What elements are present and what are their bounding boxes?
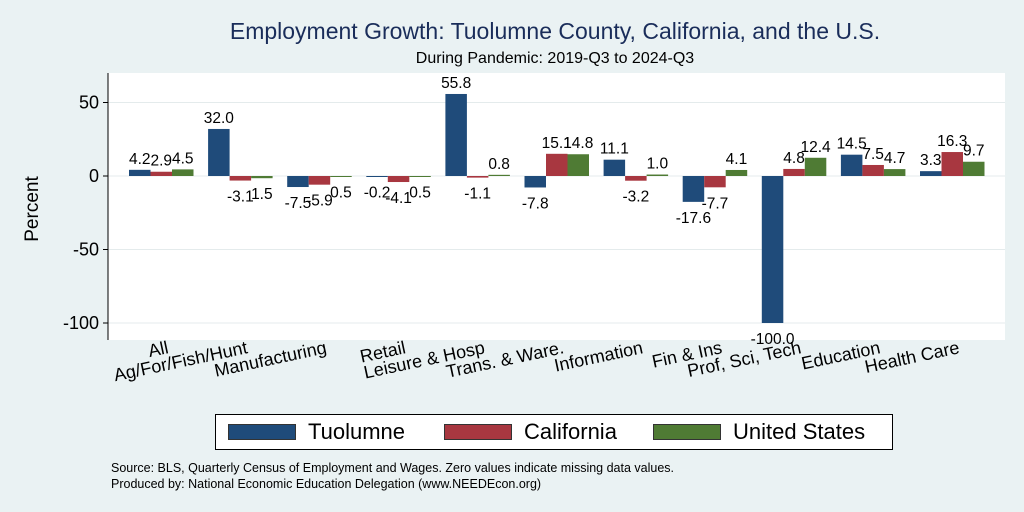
bar-tuolumne xyxy=(366,176,388,177)
y-tick-label: -50 xyxy=(73,240,99,260)
data-label-united-states: 0.5 xyxy=(409,185,431,202)
data-label-united-states: 12.4 xyxy=(800,139,831,156)
bar-california xyxy=(862,164,884,176)
y-tick-label: 0 xyxy=(89,166,99,186)
data-label-california: 7.5 xyxy=(862,146,884,163)
x-tick-label: Information xyxy=(552,337,644,375)
bar-united-states xyxy=(251,176,273,179)
source-text: Source: BLS, Quarterly Census of Employm… xyxy=(111,461,675,475)
legend-swatch-california xyxy=(444,424,512,440)
bar-california xyxy=(625,176,647,181)
data-label-tuolumne: 4.2 xyxy=(129,151,151,168)
data-label-tuolumne: -0.2 xyxy=(364,184,391,201)
data-label-united-states: 4.7 xyxy=(884,150,906,167)
data-label-united-states: 0.8 xyxy=(488,156,510,173)
bar-california xyxy=(387,176,410,183)
data-label-united-states: 4.5 xyxy=(172,150,194,167)
bar-united-states xyxy=(883,169,906,176)
bar-united-states xyxy=(409,176,431,177)
legend-item-california: California xyxy=(444,419,617,444)
y-tick-label: -100 xyxy=(63,313,99,333)
bar-united-states xyxy=(963,161,985,176)
bar-tuolumne xyxy=(682,176,705,202)
bar-california xyxy=(783,168,805,176)
data-label-california: 16.3 xyxy=(937,133,967,150)
bar-california xyxy=(308,176,331,185)
legend-item-tuolumne: Tuolumne xyxy=(228,419,406,444)
bar-california xyxy=(704,176,726,188)
bar-california xyxy=(941,152,963,176)
bar-tuolumne xyxy=(208,128,230,176)
bar-united-states xyxy=(488,174,510,176)
data-label-tuolumne: 14.5 xyxy=(837,136,867,153)
data-label-california: -3.2 xyxy=(622,189,649,206)
bar-united-states xyxy=(172,169,194,176)
data-label-california: -7.7 xyxy=(702,195,729,212)
bar-tuolumne xyxy=(445,93,467,176)
data-label-tuolumne: 3.3 xyxy=(920,152,942,169)
chart-subtitle: During Pandemic: 2019-Q3 to 2024-Q3 xyxy=(415,50,695,67)
plot-area xyxy=(108,73,1005,340)
data-label-california: 15.1 xyxy=(542,135,572,152)
legend-swatch-tuolumne xyxy=(228,424,296,440)
data-label-tuolumne: -100.0 xyxy=(751,331,795,348)
bar-california xyxy=(466,176,489,178)
data-label-california: 2.9 xyxy=(150,153,172,170)
x-tick-label: All xyxy=(146,337,170,361)
data-label-united-states: 14.8 xyxy=(563,135,593,152)
bar-tuolumne xyxy=(840,154,863,176)
legend-label-california: California xyxy=(524,419,617,444)
bar-tuolumne xyxy=(920,171,942,176)
legend: Tuolumne California United States xyxy=(215,414,893,450)
data-label-tuolumne: -7.5 xyxy=(285,195,312,212)
bar-united-states xyxy=(804,157,827,176)
bar-california xyxy=(546,153,568,176)
y-tick-label: 50 xyxy=(79,93,99,113)
data-label-united-states: 0.5 xyxy=(330,185,352,202)
bar-united-states xyxy=(646,174,669,176)
data-label-tuolumne: 11.1 xyxy=(600,141,629,158)
bar-california xyxy=(229,176,252,181)
legend-label-united-states: United States xyxy=(733,419,866,444)
bar-united-states xyxy=(725,169,748,176)
bar-tuolumne xyxy=(761,176,784,323)
data-label-tuolumne: -17.6 xyxy=(676,210,711,227)
data-label-tuolumne: -7.8 xyxy=(522,195,549,212)
data-label-california: 4.8 xyxy=(783,150,805,167)
data-label-california: -5.9 xyxy=(306,193,333,210)
data-label-california: -3.1 xyxy=(227,189,254,206)
bar-united-states xyxy=(567,154,589,176)
legend-label-tuolumne: Tuolumne xyxy=(308,419,406,444)
bar-tuolumne xyxy=(524,176,546,188)
source-note: Source: BLS, Quarterly Census of Employm… xyxy=(111,460,674,492)
bar-tuolumne xyxy=(603,159,626,176)
data-label-california: -4.1 xyxy=(385,190,412,207)
chart-title: Employment Growth: Tuolumne County, Cali… xyxy=(229,18,881,44)
bar-tuolumne xyxy=(287,176,309,188)
legend-item-united-states: United States xyxy=(653,419,866,444)
bar-tuolumne xyxy=(129,169,151,176)
bar-california xyxy=(150,171,172,176)
data-label-united-states: 4.1 xyxy=(726,151,748,168)
produced-by-text: Produced by: National Economic Education… xyxy=(111,477,542,491)
data-label-united-states: 1.5 xyxy=(251,186,273,203)
data-label-tuolumne: 55.8 xyxy=(441,75,471,92)
data-label-tuolumne: 32.0 xyxy=(204,110,235,127)
data-label-united-states: 1.0 xyxy=(647,156,669,173)
data-label-united-states: 9.7 xyxy=(963,143,985,160)
legend-swatch-united-states xyxy=(653,424,721,440)
data-label-california: -1.1 xyxy=(464,186,491,203)
bar-united-states xyxy=(330,176,352,177)
